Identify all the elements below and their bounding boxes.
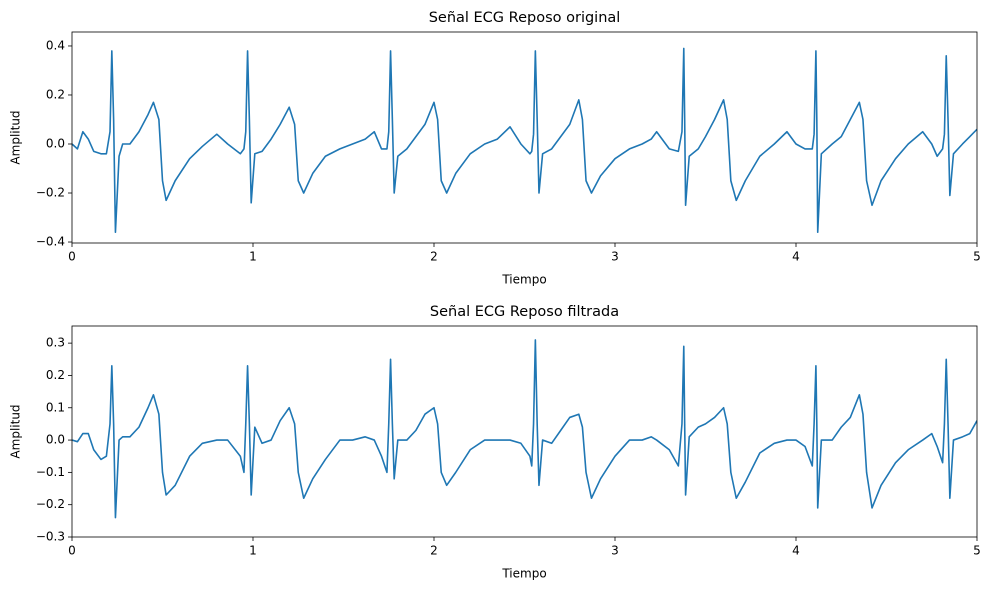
y-tick-label: 0.2 [46, 87, 65, 101]
x-tick-label: 0 [68, 544, 76, 558]
x-tick-label: 4 [792, 250, 800, 264]
x-tick-label: 5 [973, 250, 981, 264]
y-tick-label: 0.4 [46, 38, 65, 52]
y-axis-label: Amplitud [9, 110, 23, 164]
chart-title: Señal ECG Reposo original [429, 10, 621, 26]
x-tick-label: 3 [611, 544, 619, 558]
x-tick-label: 1 [249, 544, 257, 558]
plot-frame [71, 31, 978, 244]
plot-frame [71, 325, 978, 538]
y-tick-label: 0.1 [46, 400, 65, 414]
x-tick-label: 0 [68, 250, 76, 264]
x-tick-label: 5 [973, 544, 981, 558]
y-tick-label: 0.2 [46, 368, 65, 382]
ecg-line [72, 47, 977, 234]
x-axis-label: Tiempo [501, 567, 546, 581]
y-tick-label: 0.0 [46, 136, 65, 150]
ecg-line [72, 339, 977, 519]
x-tick-label: 4 [792, 544, 800, 558]
x-tick-label: 2 [430, 544, 438, 558]
y-tick-label: 0.0 [46, 433, 65, 447]
y-tick-label: −0.2 [36, 186, 65, 200]
x-axis-label: Tiempo [501, 273, 546, 287]
y-tick-label: −0.1 [36, 465, 65, 479]
y-tick-label: −0.2 [36, 497, 65, 511]
x-tick-label: 2 [430, 250, 438, 264]
y-tick-label: 0.3 [46, 336, 65, 350]
chart-title: Señal ECG Reposo filtrada [430, 304, 619, 320]
y-tick-label: −0.3 [36, 530, 65, 544]
x-tick-label: 3 [611, 250, 619, 264]
x-tick-label: 1 [249, 250, 257, 264]
y-tick-label: −0.4 [36, 235, 65, 249]
y-axis-label: Amplitud [9, 404, 23, 458]
